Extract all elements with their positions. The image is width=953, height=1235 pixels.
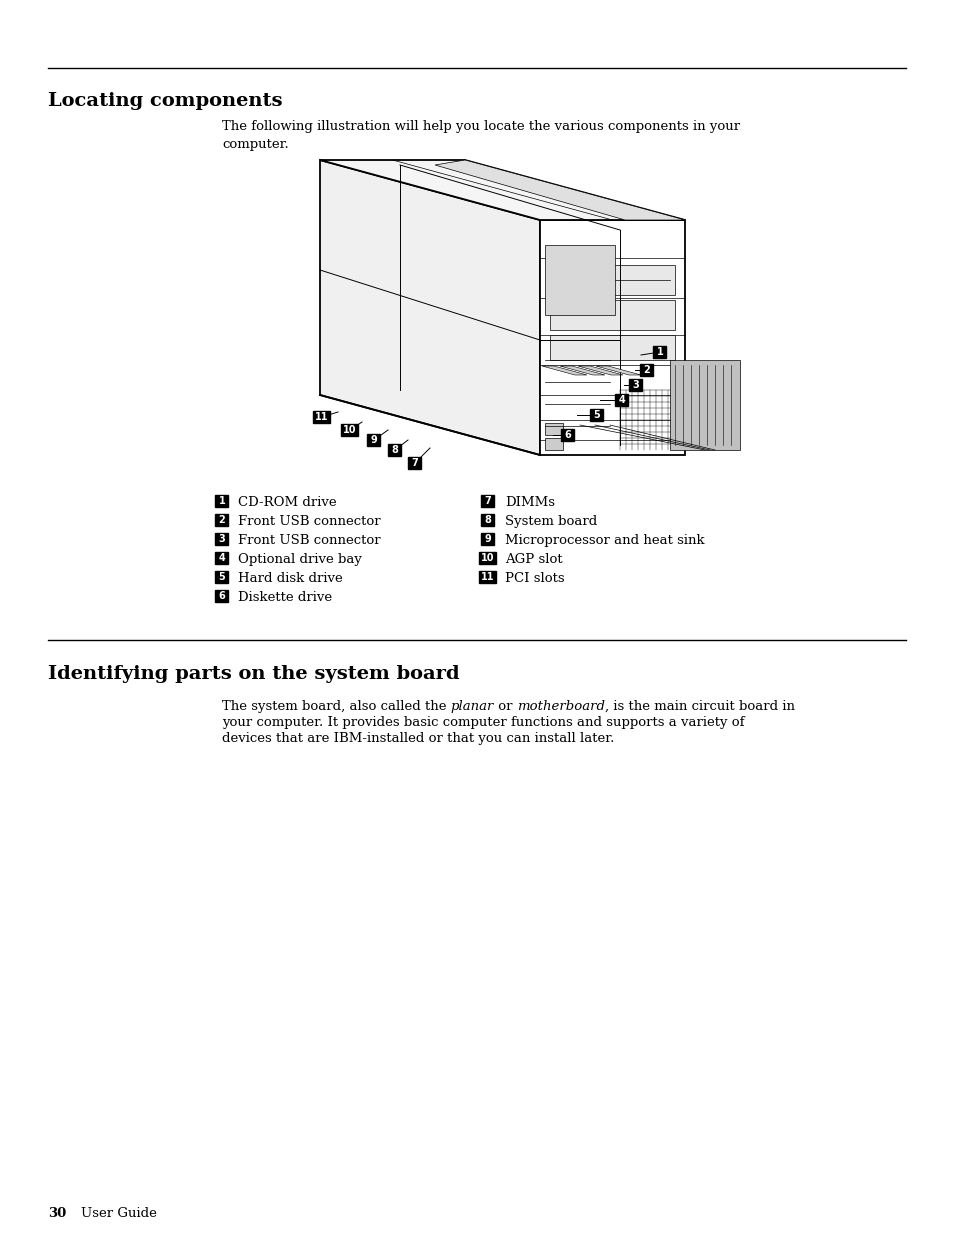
FancyBboxPatch shape (367, 433, 380, 446)
Polygon shape (559, 366, 604, 375)
FancyBboxPatch shape (388, 445, 401, 456)
Polygon shape (539, 220, 684, 454)
FancyBboxPatch shape (215, 534, 229, 545)
Text: The system board, also called the: The system board, also called the (222, 700, 450, 713)
Text: , is the main circuit board in: , is the main circuit board in (604, 700, 794, 713)
Text: 5: 5 (218, 572, 225, 582)
Text: AGP slot: AGP slot (504, 553, 562, 566)
FancyBboxPatch shape (629, 379, 641, 391)
FancyBboxPatch shape (215, 514, 229, 526)
Text: 9: 9 (484, 534, 491, 543)
Text: 11: 11 (314, 412, 329, 422)
Text: Front USB connector: Front USB connector (237, 534, 380, 547)
Text: Optional drive bay: Optional drive bay (237, 553, 361, 566)
FancyBboxPatch shape (561, 429, 574, 441)
Text: 7: 7 (411, 458, 418, 468)
Text: motherboard: motherboard (517, 700, 604, 713)
FancyBboxPatch shape (653, 346, 666, 358)
Polygon shape (578, 366, 622, 375)
Polygon shape (669, 359, 740, 450)
Text: PCI slots: PCI slots (504, 572, 564, 585)
FancyBboxPatch shape (481, 514, 494, 526)
Text: computer.: computer. (222, 138, 289, 151)
Bar (544, 438, 562, 450)
Text: 10: 10 (480, 553, 495, 563)
Text: DIMMs: DIMMs (504, 496, 555, 509)
Text: 1: 1 (656, 347, 662, 357)
Text: System board: System board (504, 515, 597, 529)
FancyBboxPatch shape (479, 552, 496, 564)
Bar (550, 266, 675, 295)
Text: Locating components: Locating components (48, 91, 282, 110)
FancyBboxPatch shape (215, 495, 229, 508)
Text: 3: 3 (218, 534, 225, 543)
Text: 6: 6 (218, 592, 225, 601)
Bar (544, 424, 562, 435)
Polygon shape (596, 366, 640, 375)
Text: 2: 2 (218, 515, 225, 525)
Polygon shape (319, 161, 684, 220)
FancyBboxPatch shape (481, 495, 494, 508)
FancyBboxPatch shape (615, 394, 628, 406)
Text: The following illustration will help you locate the various components in your: The following illustration will help you… (222, 120, 740, 133)
Text: 30: 30 (48, 1207, 66, 1220)
Text: 11: 11 (480, 572, 495, 582)
FancyBboxPatch shape (314, 411, 330, 424)
Text: 8: 8 (484, 515, 491, 525)
Text: 1: 1 (218, 496, 225, 506)
FancyBboxPatch shape (215, 571, 229, 583)
Text: 9: 9 (370, 435, 377, 445)
Text: User Guide: User Guide (64, 1207, 156, 1220)
FancyBboxPatch shape (215, 552, 229, 564)
FancyBboxPatch shape (341, 424, 358, 436)
Text: Identifying parts on the system board: Identifying parts on the system board (48, 664, 459, 683)
Text: 2: 2 (643, 366, 650, 375)
Text: 7: 7 (484, 496, 491, 506)
Text: 6: 6 (564, 430, 571, 440)
Text: 3: 3 (632, 380, 639, 390)
Text: CD-ROM drive: CD-ROM drive (237, 496, 336, 509)
FancyBboxPatch shape (481, 534, 494, 545)
Bar (544, 245, 615, 315)
Polygon shape (319, 161, 539, 454)
FancyBboxPatch shape (215, 590, 229, 601)
FancyBboxPatch shape (408, 457, 421, 469)
Bar (550, 300, 675, 330)
Text: or: or (494, 700, 517, 713)
Polygon shape (319, 161, 684, 220)
Text: Hard disk drive: Hard disk drive (237, 572, 342, 585)
Text: Front USB connector: Front USB connector (237, 515, 380, 529)
Text: Microprocessor and heat sink: Microprocessor and heat sink (504, 534, 704, 547)
Text: your computer. It provides basic computer functions and supports a variety of: your computer. It provides basic compute… (222, 716, 743, 729)
Polygon shape (541, 366, 586, 375)
FancyBboxPatch shape (590, 409, 603, 421)
Text: 10: 10 (343, 425, 356, 435)
Text: 8: 8 (391, 445, 398, 454)
Bar (550, 335, 675, 359)
Text: devices that are IBM-installed or that you can install later.: devices that are IBM-installed or that y… (222, 732, 614, 745)
Polygon shape (435, 161, 684, 220)
Polygon shape (539, 220, 684, 454)
FancyBboxPatch shape (479, 571, 496, 583)
Text: 4: 4 (218, 553, 225, 563)
Text: Diskette drive: Diskette drive (237, 592, 332, 604)
Text: planar: planar (450, 700, 494, 713)
FancyBboxPatch shape (639, 364, 653, 375)
Polygon shape (319, 161, 539, 454)
Text: 4: 4 (618, 395, 625, 405)
Text: 5: 5 (593, 410, 599, 420)
